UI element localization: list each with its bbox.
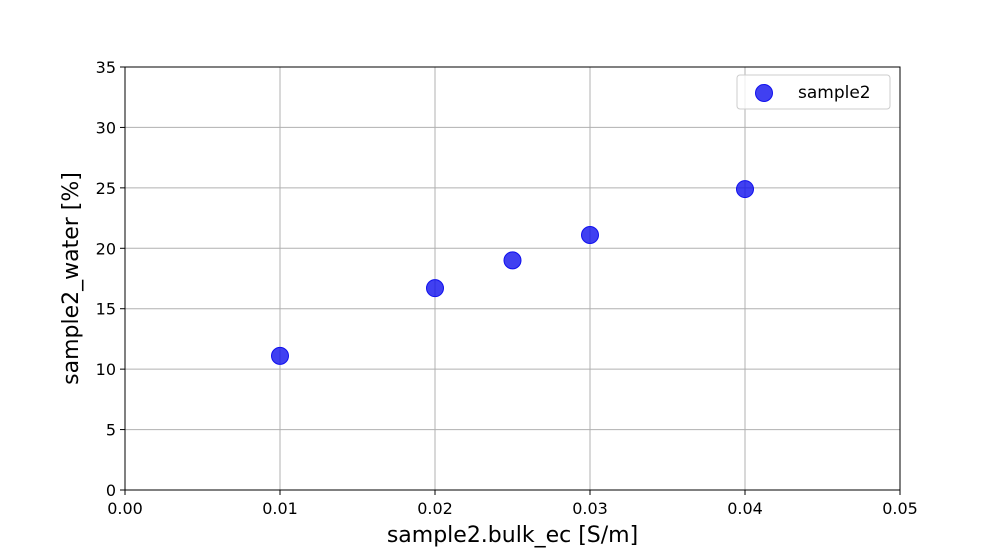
x-axis-label: sample2.bulk_ec [S/m] bbox=[387, 523, 638, 548]
data-point bbox=[581, 225, 599, 244]
x-tick-label: 0.04 bbox=[727, 499, 763, 518]
y-tick-label: 30 bbox=[96, 118, 116, 137]
y-tick-label: 0 bbox=[106, 481, 116, 500]
x-tick-label: 0.05 bbox=[882, 499, 918, 518]
legend-marker bbox=[755, 84, 773, 102]
y-tick-label: 5 bbox=[106, 421, 116, 440]
y-tick-label: 35 bbox=[96, 58, 116, 77]
y-axis-ticks: 0 5 10 15 20 25 30 35 bbox=[96, 58, 125, 500]
x-tick-label: 0.00 bbox=[107, 499, 143, 518]
x-tick-label: 0.02 bbox=[417, 499, 453, 518]
legend: sample2 bbox=[736, 74, 891, 110]
data-point bbox=[271, 346, 289, 365]
y-tick-label: 15 bbox=[96, 300, 116, 319]
y-tick-label: 25 bbox=[96, 179, 116, 198]
y-tick-label: 20 bbox=[96, 239, 116, 258]
y-tick-label: 10 bbox=[96, 360, 116, 379]
data-point bbox=[426, 279, 444, 298]
legend-box bbox=[736, 74, 891, 110]
data-point bbox=[736, 180, 754, 199]
plot-frame bbox=[124, 66, 901, 491]
y-axis-label: sample2_water [%] bbox=[59, 172, 84, 385]
legend-label: sample2 bbox=[798, 83, 871, 103]
x-tick-label: 0.03 bbox=[572, 499, 608, 518]
x-axis-ticks: 0.00 0.01 0.02 0.03 0.04 0.05 bbox=[107, 490, 918, 518]
data-point bbox=[503, 251, 522, 270]
data-points bbox=[271, 180, 754, 365]
x-tick-label: 0.01 bbox=[262, 499, 298, 518]
